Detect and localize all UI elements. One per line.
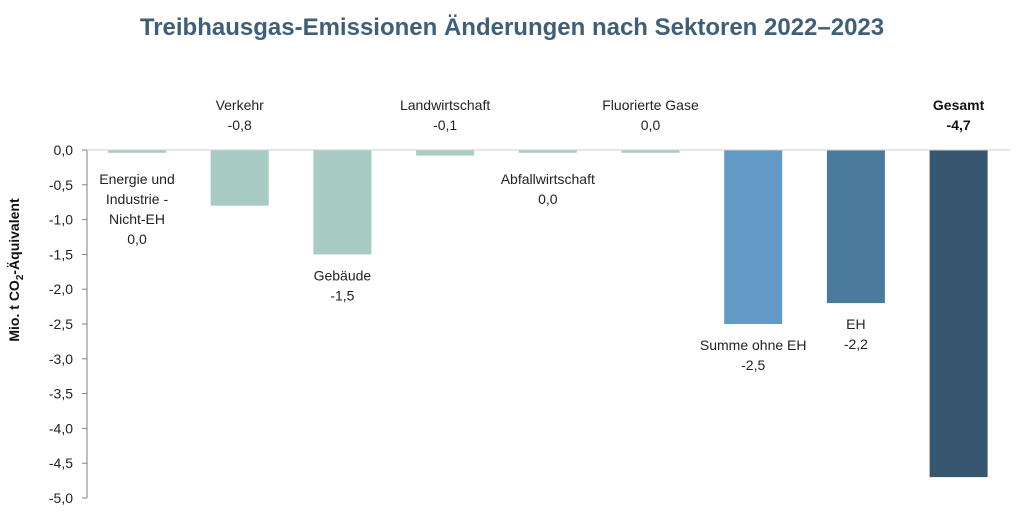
bar-4 [416, 150, 475, 156]
y-tick-label: -3,5 [49, 386, 73, 402]
category-label-6: Fluorierte Gase [602, 97, 699, 113]
value-label-9: -4,7 [947, 117, 971, 133]
value-label-3: -1,5 [330, 287, 354, 303]
bar-7 [724, 150, 783, 324]
category-label-5: Abfallwirtschaft [501, 171, 595, 187]
bar-5 [518, 150, 577, 153]
y-tick-label: -1,5 [49, 246, 73, 262]
bar-3 [313, 150, 372, 255]
bar-6 [621, 150, 680, 153]
y-tick-label: -5,0 [49, 490, 73, 506]
value-label-1: 0,0 [127, 231, 147, 247]
value-label-8: -2,2 [844, 336, 868, 352]
category-label-1: Nicht-EH [109, 211, 165, 227]
y-tick-label: -2,0 [49, 281, 73, 297]
category-label-3: Gebäude [314, 267, 372, 283]
y-tick-label: -2,5 [49, 316, 73, 332]
bar-8 [826, 150, 885, 304]
chart-title: Treibhausgas-Emissionen Änderungen nach … [139, 14, 885, 41]
category-label-4: Landwirtschaft [400, 97, 490, 113]
bar-1 [108, 150, 166, 153]
value-label-7: -2,5 [741, 357, 765, 373]
bar-9 [929, 150, 988, 478]
bar-2 [210, 150, 269, 206]
y-tick-label: -0,5 [49, 177, 73, 193]
category-label-1: Energie und [99, 171, 175, 187]
y-tick-label: -4,0 [49, 420, 73, 436]
category-label-2: Verkehr [216, 97, 265, 113]
y-tick-label: -4,5 [49, 455, 73, 471]
category-label-8: EH [846, 316, 865, 332]
y-tick-label: 0,0 [54, 142, 74, 158]
category-label-1: Industrie - [106, 191, 169, 207]
y-tick-label: -1,0 [49, 212, 73, 228]
category-label-9: Gesamt [933, 97, 985, 113]
category-label-7: Summe ohne EH [700, 337, 807, 353]
value-label-4: -0,1 [433, 117, 457, 133]
value-label-2: -0,8 [228, 117, 252, 133]
value-label-6: 0,0 [641, 117, 661, 133]
y-tick-label: -3,0 [49, 351, 73, 367]
value-label-5: 0,0 [538, 191, 558, 207]
